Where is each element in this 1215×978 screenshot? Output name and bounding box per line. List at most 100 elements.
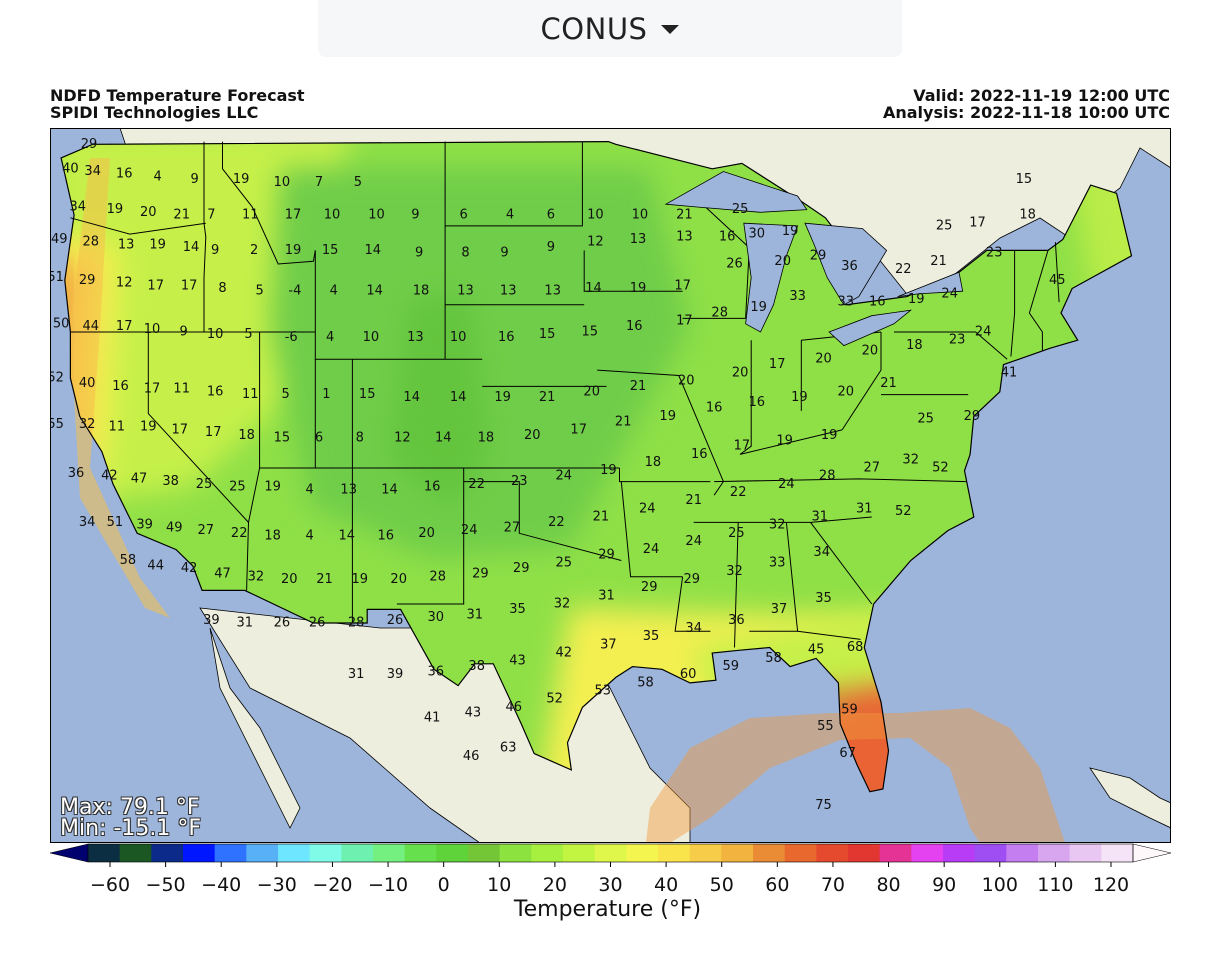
temperature-label: 39	[203, 613, 220, 628]
temperature-label: 19	[630, 281, 647, 296]
temperature-label: 9	[415, 246, 423, 261]
temperature-label: 29	[964, 409, 981, 424]
temperature-label: 44	[147, 558, 164, 573]
colorbar-cell	[373, 844, 406, 862]
temperature-label: 40	[79, 376, 96, 391]
temperature-label: 17	[205, 425, 222, 440]
temperature-label: 21	[880, 376, 897, 391]
temperature-label: 15	[539, 327, 556, 342]
temperature-label: 8	[218, 281, 226, 296]
temperature-label: 42	[101, 469, 118, 484]
temperature-label: 15	[359, 387, 376, 402]
temperature-label: 20	[418, 526, 435, 541]
temperature-label: 21	[685, 493, 702, 508]
colorbar-cell	[658, 844, 691, 862]
temperature-label: 11	[242, 208, 259, 223]
temperature-label: 29	[641, 580, 658, 595]
region-dropdown-value: CONUS	[540, 11, 648, 46]
colorbar-tick-label: −40	[201, 874, 241, 896]
temperature-label: 52	[932, 461, 949, 476]
colorbar-tick-label: 120	[1093, 874, 1129, 896]
colorbar-cell	[848, 844, 881, 862]
temperature-label: 21	[630, 379, 647, 394]
temperature-label: 18	[906, 338, 923, 353]
colorbar-tick-label: −10	[368, 874, 408, 896]
temperature-label: 19	[352, 572, 369, 587]
temperature-label: 21	[593, 510, 610, 525]
temperature-label: 60	[680, 667, 697, 682]
temperature-label: 13	[544, 284, 561, 299]
colorbar-cell	[246, 844, 279, 862]
temperature-label: 19	[149, 238, 166, 253]
temperature-label: 28	[348, 616, 365, 631]
temperature-label: 58	[637, 675, 654, 690]
temperature-label: 19	[140, 420, 157, 435]
temperature-label: 14	[450, 390, 467, 405]
temperature-label: 20	[390, 572, 407, 587]
temperature-label: 20	[583, 384, 600, 399]
temperature-label: 28	[83, 235, 100, 250]
colorbar-cell	[151, 844, 184, 862]
temperature-label: 21	[676, 208, 693, 223]
temperature-label: 19	[285, 243, 302, 258]
temperature-label: 16	[719, 229, 736, 244]
temperature-label: 5	[354, 175, 362, 190]
temperature-label: 5	[255, 284, 263, 299]
temperature-label: 17	[285, 208, 302, 223]
temperature-label: 19	[750, 300, 767, 315]
temperature-label: 17	[674, 278, 691, 293]
colorbar-tick-label: 110	[1037, 874, 1073, 896]
temperature-label: 19	[821, 428, 838, 443]
temperature-label: 24	[975, 325, 992, 340]
temperature-label: 34	[813, 545, 830, 560]
gulf-warm-band	[646, 708, 1065, 843]
temperature-label: 52	[546, 692, 563, 707]
temperature-label: 21	[615, 414, 632, 429]
colorbar-cell	[119, 844, 152, 862]
temperature-label: 32	[79, 417, 96, 432]
temperature-label: 24	[639, 501, 656, 516]
temperature-label: 12	[587, 235, 604, 250]
region-dropdown[interactable]: CONUS	[318, 0, 902, 57]
colorbar-cell	[341, 844, 374, 862]
temperature-label: 25	[936, 218, 953, 233]
temperature-label: 4	[306, 482, 314, 497]
colorbar-tick-label: 70	[821, 874, 845, 896]
temperature-label: 16	[378, 529, 395, 544]
temperature-label: 31	[812, 510, 829, 525]
temperature-label: 37	[600, 637, 617, 652]
temperature-label: 14	[365, 243, 382, 258]
temperature-label: 17	[116, 319, 133, 334]
colorbar-tick-label: 0	[438, 874, 450, 896]
temperature-label: 19	[233, 172, 250, 187]
temperature-label: 5	[244, 327, 252, 342]
temperature-label: 38	[162, 474, 179, 489]
temperature-label: 2	[250, 243, 258, 258]
temperature-label: 25	[229, 480, 246, 495]
temperature-label: 34	[84, 164, 101, 179]
temperature-label: 37	[771, 602, 788, 617]
temperature-label: 10	[450, 330, 467, 345]
temperature-label: 32	[902, 452, 919, 467]
temperature-label: 59	[723, 659, 740, 674]
temperature-label: 29	[472, 567, 489, 582]
temperature-label: 49	[51, 232, 68, 247]
colorbar-tick-label: −50	[146, 874, 186, 896]
temperature-label: 58	[765, 651, 782, 666]
colorbar-max-arrow	[1132, 843, 1171, 863]
temperature-label: 21	[539, 390, 556, 405]
temperature-label: 20	[862, 344, 879, 359]
temperature-label: 21	[173, 208, 190, 223]
colorbar-cell	[626, 844, 659, 862]
temperature-label: 18	[413, 284, 430, 299]
temperature-label: 17	[969, 216, 986, 231]
temperature-label: 49	[166, 520, 183, 535]
temperature-label: 4	[306, 529, 314, 544]
colorbar-cell	[911, 844, 944, 862]
temperature-label: 16	[424, 480, 441, 495]
temperature-label: -6	[285, 330, 298, 345]
temperature-label: 52	[895, 504, 912, 519]
temperature-label: 68	[847, 640, 864, 655]
cuba-land	[1089, 767, 1171, 829]
temperature-label: 35	[815, 591, 832, 606]
